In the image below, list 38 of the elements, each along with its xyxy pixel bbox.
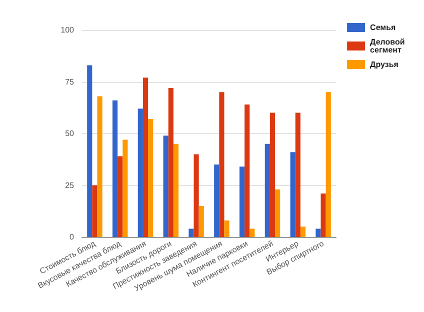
bar [239,166,245,237]
y-tick-label: 25 [65,180,75,190]
bar [194,154,199,237]
legend-label: Семья [370,23,396,32]
bar [163,136,168,237]
bar [326,92,331,237]
bar [219,92,224,237]
bar [214,164,220,237]
bar [188,228,194,237]
legend-label: Деловой сегмент [370,38,408,54]
bar [224,220,230,237]
bar [168,88,174,237]
bar [264,144,270,237]
y-tick-label: 50 [65,129,75,138]
bar [173,144,179,237]
bar [112,100,118,237]
bar [295,112,300,237]
bar [148,119,154,237]
y-tick-label: 100 [60,26,75,34]
bar [87,65,92,237]
bar [290,152,296,237]
legend-label: Друзья [370,60,399,69]
bar [142,78,148,237]
bar [270,112,276,237]
y-tick-label: 0 [70,232,75,242]
bar [250,228,255,237]
bar [320,194,326,237]
bar [118,156,123,237]
bar [138,108,143,237]
bar [316,228,321,237]
bar [300,226,306,237]
bar [198,206,204,237]
bar [122,140,128,237]
y-tick-label: 75 [65,77,75,86]
bar [244,104,250,237]
bar [92,185,98,237]
bar [97,96,102,237]
bar [275,189,280,237]
